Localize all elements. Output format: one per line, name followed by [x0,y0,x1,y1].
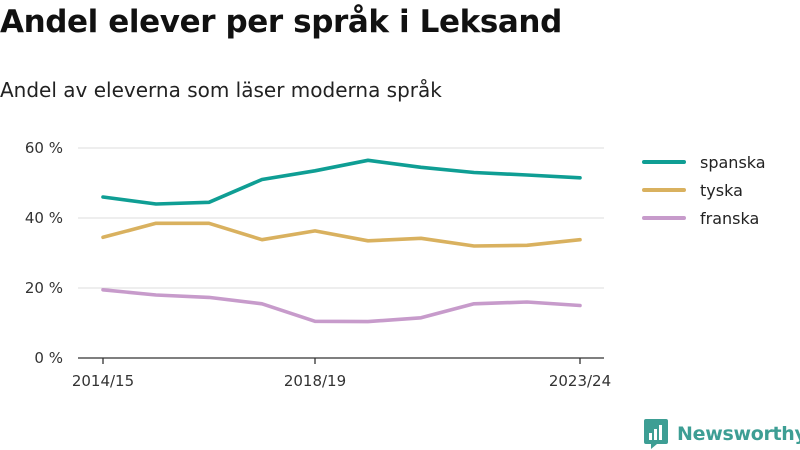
chart-title: Andel elever per språk i Leksand [0,4,562,40]
legend-item-tyska: tyska [642,176,766,204]
y-tick-label: 40 % [25,209,63,227]
legend-label: spanska [700,152,766,172]
legend-swatch [642,160,686,164]
series-line-tyska [101,221,582,248]
x-tick-label: 2018/19 [284,372,346,390]
chart-legend: spanska tyska franska [642,148,766,232]
legend-label: franska [700,208,760,228]
y-tick-label: 60 % [25,139,63,157]
chart-subtitle: Andel av eleverna som läser moderna språ… [0,78,442,102]
brand-name: Newsworthy [677,423,800,445]
y-tick-label: 0 % [34,349,63,367]
legend-item-franska: franska [642,204,766,232]
series-line-franska [101,287,582,324]
legend-label: tyska [700,180,743,200]
brand-logo: Newsworthy [643,418,800,450]
newsworthy-logo-icon [644,419,668,449]
x-tick-label: 2014/15 [72,372,134,390]
legend-swatch [642,216,686,220]
y-tick-label: 20 % [25,279,63,297]
legend-swatch [642,188,686,192]
series-line-spanska [101,158,582,206]
legend-item-spanska: spanska [642,148,766,176]
x-tick-label: 2023/24 [549,372,611,390]
